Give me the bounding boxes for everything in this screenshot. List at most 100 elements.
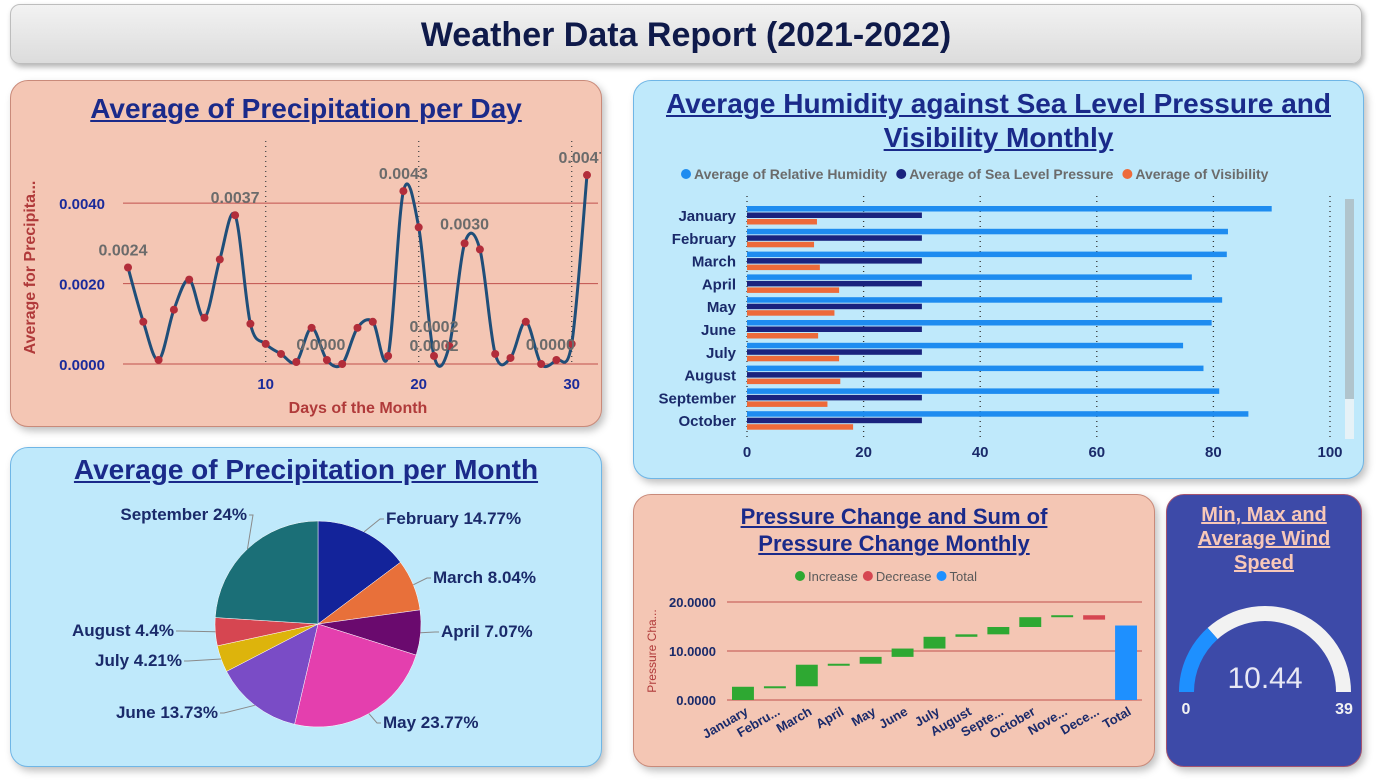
data-point [414, 223, 423, 232]
data-label: 0.0000 [296, 337, 345, 354]
y-axis-label: Average for Precipita... [22, 181, 39, 355]
data-point [475, 245, 484, 254]
waterfall-bar [1019, 617, 1042, 627]
data-point [139, 317, 148, 326]
daily-precipitation-title[interactable]: Average of Precipitation per Day [90, 93, 522, 124]
y-axis-label: Pressure Cha... [645, 609, 659, 692]
daily-precipitation-chart: 0.0000 0.0020 0.0040 10 20 30 Days of the Mont… [22, 141, 601, 417]
data-point [231, 211, 240, 220]
waterfall-bar [987, 626, 1010, 635]
x-tick-label: 20 [410, 376, 427, 393]
bar [747, 378, 841, 385]
data-label: 0.0024 [99, 243, 148, 260]
data-label: 0.0002 [410, 338, 459, 355]
bar [747, 235, 922, 241]
x-tick-label: Total [1100, 704, 1134, 732]
leader-line [413, 577, 431, 586]
legend-label: Decrease [876, 569, 932, 584]
bar [747, 274, 1192, 280]
waterfall-bar [1115, 625, 1137, 700]
bar [747, 417, 922, 424]
gauge-max-label: 39 [1335, 701, 1353, 718]
x-axis-label: Days of the Month [289, 400, 428, 417]
slice-label: February 14.77% [386, 509, 521, 528]
bar [747, 411, 1249, 417]
bar [747, 401, 828, 407]
data-label: 0.0030 [440, 216, 489, 233]
x-tick-label: April [813, 704, 846, 732]
category-label: September [658, 390, 736, 407]
x-tick-label: 100 [1317, 444, 1342, 461]
bar [747, 206, 1272, 212]
leader-line [363, 518, 384, 533]
data-label: 0.0043 [379, 166, 428, 183]
bar [747, 349, 922, 355]
category-label: April [702, 276, 736, 293]
data-point [292, 357, 301, 366]
data-point [215, 255, 224, 264]
legend-marker [936, 571, 947, 581]
category-label: February [672, 231, 737, 248]
data-point [124, 263, 132, 272]
bar [747, 326, 922, 332]
bar [747, 424, 854, 430]
humidity-title[interactable]: Average Humidity against Sea Level Press… [665, 88, 1331, 153]
y-tick-label: 0.0000 [59, 357, 105, 374]
gauge-track [1207, 606, 1351, 692]
pie-slice [294, 623, 417, 728]
leader-line [220, 704, 255, 714]
monthly-precipitation-chart: February 14.77% March 8.04% April 7.07% May… [72, 505, 536, 732]
category-label: August [684, 368, 736, 385]
slice-label: March 8.04% [433, 568, 536, 587]
x-tick-label: May [849, 703, 879, 729]
data-point [583, 171, 591, 180]
data-point [445, 341, 454, 350]
scrollbar-thumb[interactable] [1345, 199, 1354, 399]
data-point [552, 355, 561, 364]
waterfall-bar [827, 663, 850, 666]
data-label: 0.0037 [211, 190, 260, 207]
bar [747, 297, 1223, 303]
bar [747, 320, 1212, 326]
bar [747, 303, 922, 310]
leader-line [246, 514, 254, 550]
bar [747, 251, 1227, 258]
scrollbar-track[interactable] [1345, 199, 1354, 439]
gauge-min-label: 0 [1182, 701, 1191, 718]
legend-label: Increase [808, 569, 858, 584]
bar [747, 228, 1228, 235]
legend-marker [896, 169, 907, 179]
x-tick-label: 40 [972, 444, 989, 461]
waterfall-bar [923, 636, 946, 649]
pressure-title[interactable]: Pressure Change and Sum of Pressure Chan… [740, 504, 1048, 556]
data-point [169, 305, 178, 314]
bar [747, 219, 817, 225]
y-tick-label: 0.0040 [59, 196, 105, 213]
waterfall-bar [795, 664, 818, 687]
x-tick-label: 0 [743, 444, 751, 461]
x-tick-label: 20 [855, 444, 872, 461]
wind-title[interactable]: Min, Max and Average Wind Speed [1197, 504, 1331, 574]
pie-slice [214, 520, 319, 625]
y-tick-label: 0.0000 [676, 693, 716, 708]
bar [747, 212, 922, 218]
data-point [353, 323, 362, 332]
waterfall-bar [1083, 615, 1106, 620]
x-tick-label: 10 [257, 376, 274, 393]
data-point [567, 339, 576, 348]
slice-label: July 4.21% [95, 651, 182, 670]
monthly-precipitation-title[interactable]: Average of Precipitation per Month [73, 454, 539, 485]
x-tick-label: 80 [1205, 444, 1222, 461]
bar [747, 372, 922, 378]
data-point [399, 187, 408, 196]
pie-slice [226, 623, 319, 725]
data-point [277, 349, 285, 358]
legend-label: Average of Relative Humidity [694, 166, 887, 182]
legend-marker [795, 571, 805, 581]
legend-marker [681, 169, 691, 179]
report-title: Weather Data Report (2021-2022) [10, 4, 1362, 64]
data-point [537, 360, 546, 368]
data-point [460, 239, 469, 248]
bar [747, 388, 1220, 394]
data-point [261, 339, 270, 348]
